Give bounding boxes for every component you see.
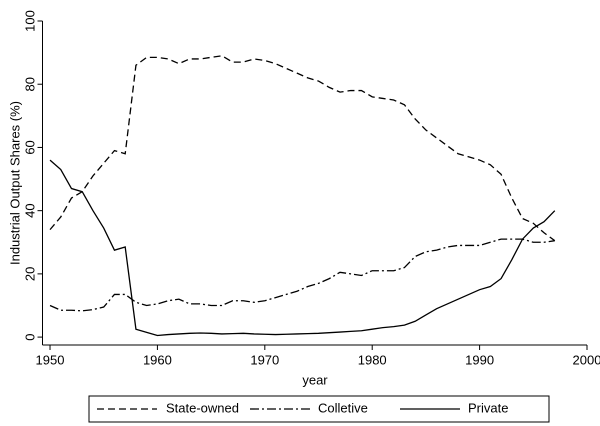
legend-label: Private <box>468 400 508 415</box>
x-tick-label: 1990 <box>465 352 494 367</box>
y-tick-label: 40 <box>22 203 37 217</box>
series-line <box>49 55 556 242</box>
y-tick-label: 60 <box>22 140 37 154</box>
y-tick-label: 80 <box>22 77 37 91</box>
x-tick-label: 1960 <box>143 352 172 367</box>
x-tick-label: 1970 <box>250 352 279 367</box>
x-tick-label: 1980 <box>358 352 387 367</box>
y-axis-title: Industrial Output Shares (%) <box>7 101 22 265</box>
y-tick-label: 100 <box>22 10 37 32</box>
x-axis-title: year <box>302 372 328 387</box>
legend-label: State-owned <box>166 400 239 415</box>
y-tick-label: 0 <box>22 333 37 340</box>
legend-label: Colletive <box>318 400 368 415</box>
x-tick-label: 2000 <box>573 352 600 367</box>
y-tick-label: 20 <box>22 267 37 281</box>
series-line <box>49 159 556 337</box>
legend-box <box>88 395 550 423</box>
series-line <box>49 238 555 312</box>
x-tick-label: 1950 <box>36 352 65 367</box>
